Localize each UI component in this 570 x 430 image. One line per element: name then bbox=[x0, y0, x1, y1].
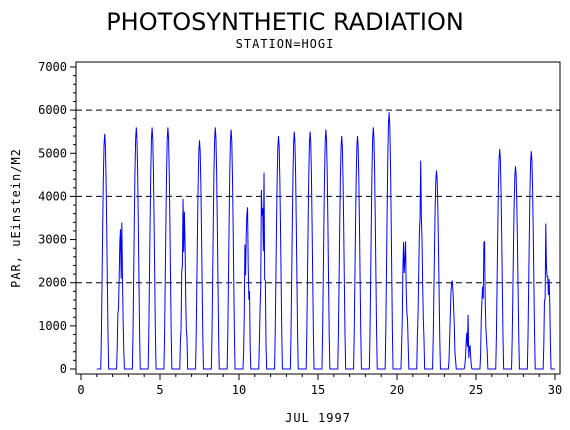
y-tick-label: 2000 bbox=[38, 276, 67, 290]
y-axis-label: PAR, uEinstein/M2 bbox=[9, 148, 23, 288]
y-tick-label: 6000 bbox=[38, 103, 67, 117]
chart-subtitle: STATION=HOGI bbox=[236, 37, 335, 51]
reference-lines bbox=[76, 109, 560, 284]
y-tick-label: 0 bbox=[60, 362, 67, 376]
y-tick-label: 5000 bbox=[38, 146, 67, 160]
y-axis: 0 1000 2000 3000 4000 5000 6000 7000 bbox=[38, 60, 76, 376]
x-axis-label: JUL 1997 bbox=[285, 411, 351, 425]
x-tick-label: 5 bbox=[156, 383, 163, 397]
y-tick-label: 4000 bbox=[38, 189, 67, 203]
x-tick-label: 15 bbox=[311, 383, 325, 397]
par-series-line bbox=[96, 112, 555, 370]
x-tick-label: 20 bbox=[390, 383, 404, 397]
y-tick-label: 3000 bbox=[38, 233, 67, 247]
x-tick-label: 30 bbox=[548, 383, 562, 397]
y-tick-label: 1000 bbox=[38, 319, 67, 333]
y-tick-label: 7000 bbox=[38, 60, 67, 74]
chart-title: PHOTOSYNTHETIC RADIATION bbox=[106, 8, 464, 36]
x-tick-label: 25 bbox=[469, 383, 483, 397]
x-tick-label: 0 bbox=[77, 383, 84, 397]
x-tick-label: 10 bbox=[232, 383, 246, 397]
x-axis: 0 5 10 15 20 25 30 bbox=[77, 374, 562, 397]
